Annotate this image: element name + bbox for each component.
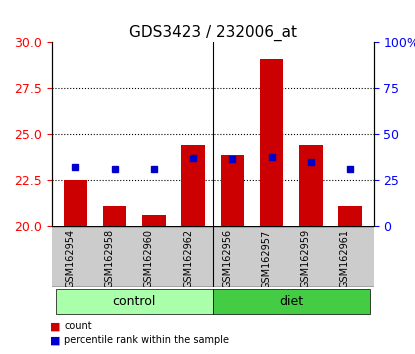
Text: GSM162960: GSM162960 — [144, 229, 154, 288]
Text: ■: ■ — [50, 335, 60, 346]
FancyBboxPatch shape — [213, 289, 370, 314]
Text: control: control — [112, 295, 156, 308]
Text: GSM162956: GSM162956 — [222, 229, 232, 289]
Title: GDS3423 / 232006_at: GDS3423 / 232006_at — [129, 25, 297, 41]
FancyBboxPatch shape — [56, 289, 213, 314]
Text: diet: diet — [279, 295, 303, 308]
Bar — [181, 145, 205, 226]
Text: count: count — [64, 321, 92, 331]
Text: GSM162959: GSM162959 — [301, 229, 311, 289]
Bar — [142, 215, 166, 226]
Text: GSM162961: GSM162961 — [340, 229, 350, 288]
Bar — [103, 206, 127, 226]
Text: percentile rank within the sample: percentile rank within the sample — [64, 335, 229, 346]
Text: GSM162957: GSM162957 — [261, 229, 271, 289]
Text: ■: ■ — [50, 321, 60, 331]
Text: GSM162954: GSM162954 — [66, 229, 76, 289]
Text: GSM162958: GSM162958 — [105, 229, 115, 289]
Bar — [299, 145, 322, 226]
Bar — [63, 180, 87, 226]
Bar — [220, 155, 244, 226]
Bar — [338, 206, 362, 226]
Text: GSM162962: GSM162962 — [183, 229, 193, 289]
Bar — [260, 59, 283, 226]
